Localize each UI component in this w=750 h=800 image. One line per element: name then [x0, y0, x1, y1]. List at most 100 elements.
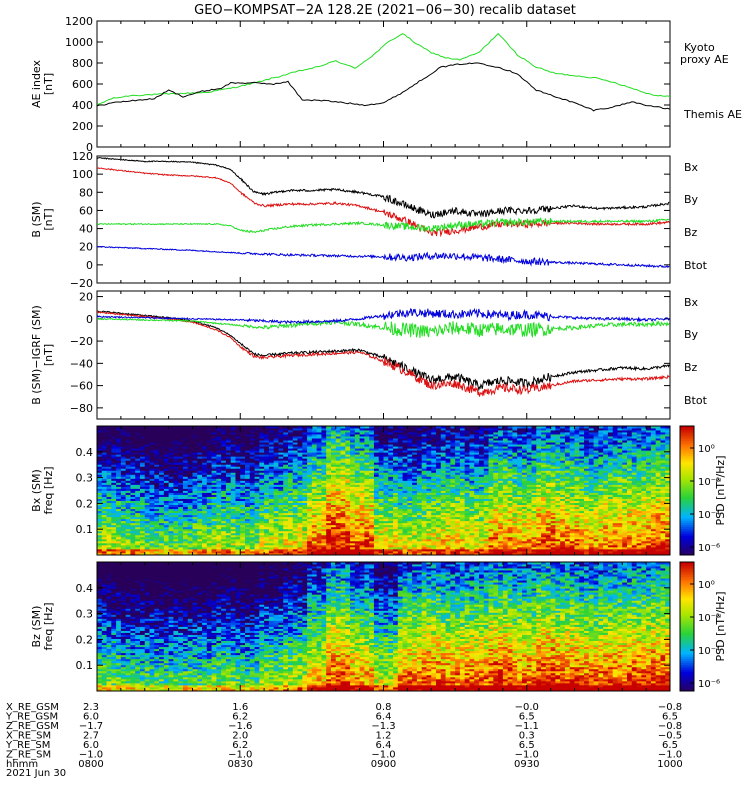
heatmap-cell [273, 482, 279, 485]
heatmap-cell [187, 462, 193, 465]
heatmap-cell [182, 504, 189, 508]
heatmap-cell [144, 516, 150, 520]
heatmap-cell [278, 530, 284, 534]
heatmap-cell [211, 492, 217, 495]
heatmap-cell [264, 460, 270, 463]
heatmap-cell [197, 512, 203, 516]
heatmap-cell [101, 486, 107, 489]
heatmap-cell [97, 468, 103, 471]
heatmap-cell [268, 446, 275, 449]
heatmap-cell [125, 440, 131, 443]
heatmap-cell [154, 534, 160, 538]
heatmap-cell [268, 518, 275, 522]
heatmap-cell [187, 522, 193, 526]
heatmap-cell [221, 430, 227, 433]
heatmap-cell [125, 534, 131, 538]
heatmap-cell [273, 476, 279, 479]
heatmap-cell [120, 480, 127, 483]
heatmap-cell [187, 502, 193, 506]
heatmap-cell [139, 460, 146, 463]
heatmap-cell [206, 468, 212, 471]
heatmap-cell [264, 530, 270, 534]
heatmap-cell [111, 514, 117, 518]
heatmap-cell [154, 538, 160, 542]
heatmap-cell [225, 484, 232, 487]
heatmap-cell [235, 434, 241, 437]
heatmap-cell [144, 542, 150, 546]
heatmap-cell [168, 452, 174, 455]
heatmap-cell [168, 464, 174, 467]
heatmap-cell [182, 494, 189, 497]
heatmap-cell [235, 428, 241, 431]
heatmap-cell [159, 426, 165, 429]
heatmap-cell [225, 530, 232, 534]
heatmap-cell [192, 454, 198, 457]
heatmap-cell [259, 432, 265, 435]
heatmap-cell [235, 548, 241, 552]
heatmap-cell [178, 464, 184, 467]
heatmap-cell [130, 466, 136, 469]
heatmap-cell [221, 542, 227, 546]
heatmap-cell [197, 546, 203, 550]
heatmap-cell [202, 516, 208, 520]
heatmap-cell [235, 542, 241, 546]
heatmap-cell [173, 440, 179, 443]
heatmap-cell [159, 432, 165, 435]
heatmap-cell [149, 500, 155, 503]
heatmap-cell [206, 488, 212, 491]
heatmap-cell [197, 516, 203, 520]
heatmap-cell [168, 496, 174, 499]
heatmap-cell [187, 508, 193, 512]
heatmap-cell [264, 440, 270, 443]
heatmap-cell [178, 544, 184, 548]
heatmap-cell [182, 482, 189, 485]
heatmap-cell [168, 524, 174, 528]
heatmap-cell [101, 462, 107, 465]
heatmap-cell [101, 488, 107, 491]
heatmap-cell [163, 530, 170, 534]
heatmap-cell [149, 474, 155, 477]
heatmap-cell [278, 518, 284, 522]
heatmap-cell [144, 498, 150, 501]
heatmap-cell [211, 426, 217, 429]
heatmap-cell [187, 484, 193, 487]
heatmap-cell [135, 504, 141, 508]
heatmap-cell [130, 462, 136, 465]
heatmap-cell [273, 506, 279, 510]
heatmap-cell [187, 470, 193, 473]
heatmap-cell [106, 500, 112, 503]
heatmap-cell [178, 468, 184, 471]
heatmap-cell [230, 530, 236, 534]
heatmap-cell [106, 524, 112, 528]
heatmap-cell [106, 532, 112, 536]
heatmap-cell [97, 444, 103, 447]
heatmap-cell [101, 550, 107, 554]
heatmap-cell [245, 470, 251, 473]
heatmap-cell [259, 428, 265, 431]
heatmap-cell [235, 436, 241, 439]
heatmap-cell [197, 458, 203, 461]
heatmap-cell [197, 504, 203, 508]
heatmap-cell [125, 518, 131, 522]
heatmap-cell [268, 478, 275, 481]
heatmap-cell [192, 440, 198, 443]
heatmap-cell [230, 430, 236, 433]
heatmap-cell [125, 470, 131, 473]
heatmap-cell [268, 466, 275, 469]
legend-label: Bz [684, 361, 698, 374]
heatmap-cell [230, 546, 236, 550]
heatmap-cell [149, 470, 155, 473]
heatmap-cell [216, 508, 222, 512]
heatmap-cell [163, 472, 170, 475]
heatmap-cell [221, 444, 227, 447]
heatmap-cell [149, 508, 155, 512]
heatmap-cell [259, 540, 265, 544]
heatmap-cell [240, 522, 246, 526]
heatmap-cell [202, 446, 208, 449]
heatmap-cell [101, 458, 107, 461]
heatmap-cell [97, 446, 103, 449]
heatmap-cell [168, 534, 174, 538]
heatmap-cell [249, 460, 255, 463]
heatmap-cell [149, 510, 155, 514]
heatmap-cell [168, 552, 174, 556]
